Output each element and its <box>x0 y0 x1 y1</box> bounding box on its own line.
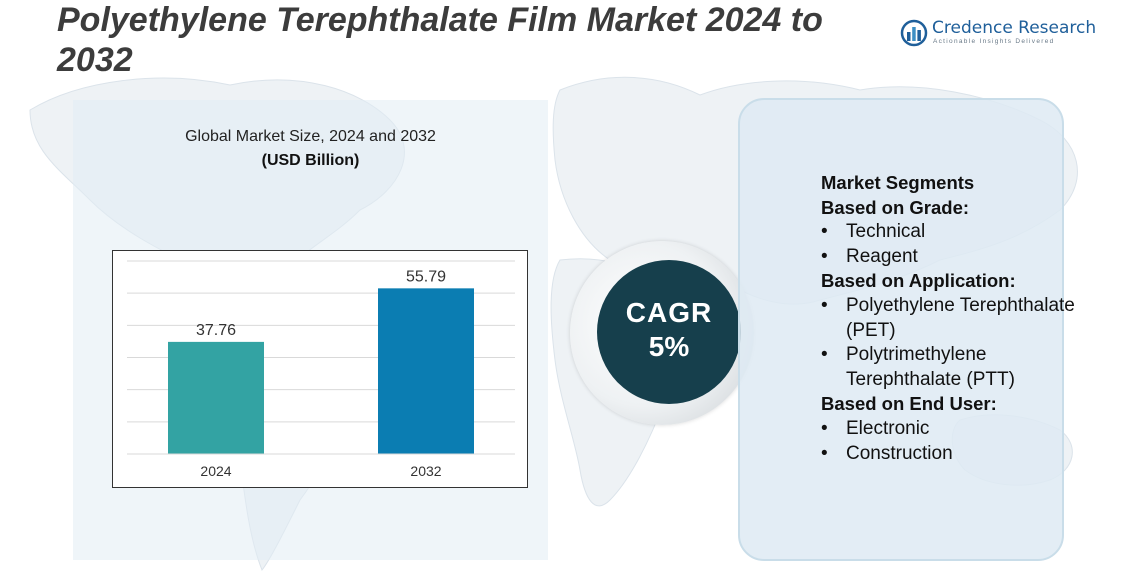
logo-tagline: Actionable Insights Delivered <box>933 38 1055 45</box>
segment-item-label: Polyethylene Terephthalate (PET) <box>846 294 1075 341</box>
segment-item-label: Technical <box>846 221 926 243</box>
bullet-icon: • <box>821 442 828 464</box>
chart-title: Global Market Size, 2024 and 2032 <box>185 128 436 145</box>
bar-chart-logo-icon <box>900 19 928 47</box>
market-segments-list: Market Segments Based on Grade: • Technical… <box>821 171 1081 466</box>
bullet-icon: • <box>821 294 828 316</box>
segment-item-label: Reagent <box>846 245 918 267</box>
segment-item: • Polyethylene Terephthalate (PET) <box>821 294 1081 343</box>
segment-heading: Based on Application: <box>821 270 1016 292</box>
bullet-icon: • <box>821 344 828 366</box>
segment-item-label: Construction <box>846 442 953 464</box>
cagr-label: CAGR <box>625 297 713 328</box>
market-segments-panel <box>738 98 1064 561</box>
x-tick-label-2024: 2024 <box>200 463 231 479</box>
segment-heading: Based on Grade: <box>821 196 970 218</box>
segment-item: • Technical <box>821 220 1081 245</box>
segment-item-label: Polytrimethylene Terephthalate (PTT) <box>846 344 1015 390</box>
bar-2024 <box>168 341 264 454</box>
bullet-icon: • <box>821 245 828 267</box>
bar-chart: 37.76 2024 55.79 2032 <box>112 250 528 488</box>
segment-heading: Based on End User: <box>821 393 997 415</box>
bar-2032 <box>378 288 474 454</box>
segment-item: • Reagent <box>821 245 1081 270</box>
bullet-icon: • <box>821 417 828 439</box>
bar-chart-svg: 37.76 2024 55.79 2032 <box>127 260 515 479</box>
data-label-2024: 37.76 <box>196 322 236 339</box>
chart-unit: (USD Billion) <box>261 152 360 169</box>
segment-item: • Polytrimethylene Terephthalate (PTT) <box>821 343 1081 392</box>
cagr-badge: CAGR 5% <box>597 260 741 404</box>
bullet-icon: • <box>821 221 828 243</box>
segment-item-label: Electronic <box>846 417 930 439</box>
data-label-2032: 55.79 <box>406 268 446 285</box>
page-title: Polyethylene Terephthalate Film Market 2… <box>57 1 823 79</box>
segment-heading: Market Segments <box>821 172 975 193</box>
segment-item: • Electronic <box>821 417 1081 442</box>
logo-name: Credence Research <box>932 18 1097 38</box>
segment-item: • Construction <box>821 442 1081 467</box>
cagr-value: 5% <box>648 331 690 362</box>
x-tick-label-2032: 2032 <box>410 463 441 479</box>
credence-research-logo: Credence Research Actionable Insights De… <box>900 16 1096 50</box>
